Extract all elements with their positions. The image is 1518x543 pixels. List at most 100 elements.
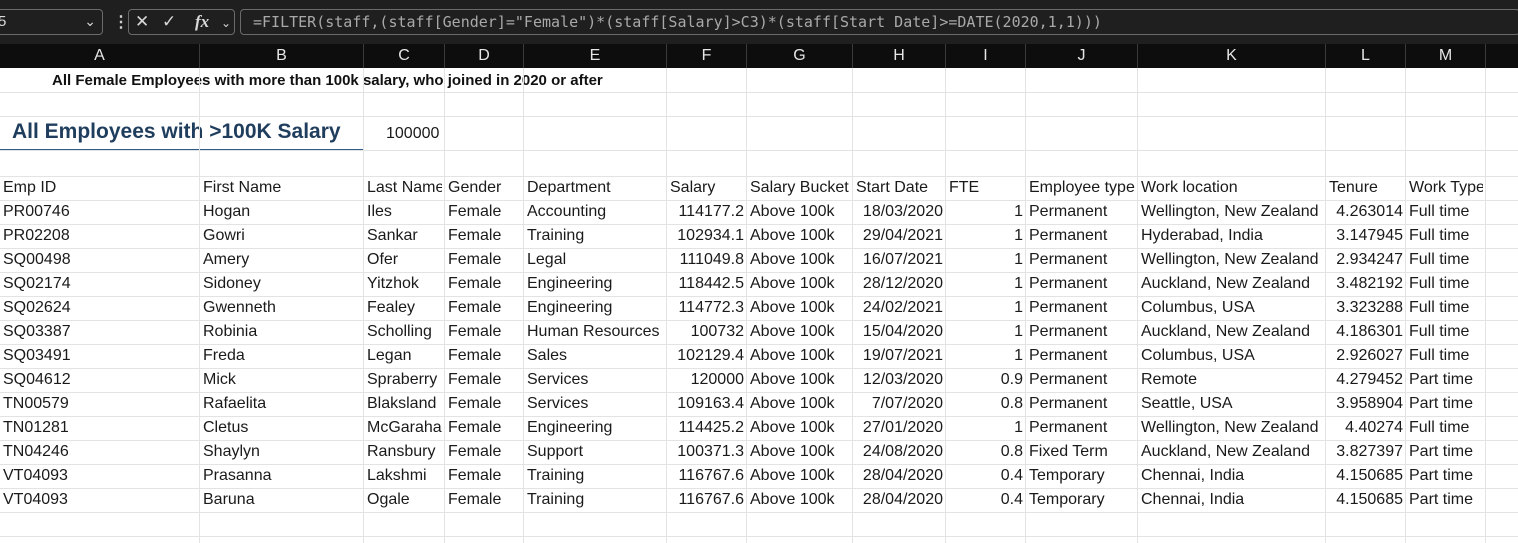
table-cell[interactable]: 1 (1014, 275, 1023, 292)
table-cell[interactable]: Engineering (527, 275, 613, 292)
table-cell[interactable]: 24/02/2021 (862, 299, 943, 316)
table-cell[interactable]: SQ02174 (3, 275, 71, 292)
table-cell[interactable]: Permanent (1029, 275, 1108, 292)
table-cell[interactable]: PR02208 (3, 227, 70, 244)
table-cell[interactable]: 3.482192 (1336, 275, 1403, 292)
table-cell[interactable]: 1 (1014, 347, 1023, 364)
header-cell[interactable]: Salary Bucket (750, 179, 849, 196)
column-header-g[interactable]: G (747, 44, 853, 68)
table-cell[interactable]: Female (448, 347, 502, 364)
table-cell[interactable]: Scholling (367, 323, 432, 340)
table-cell[interactable]: Auckland, New Zealand (1141, 323, 1310, 340)
table-cell[interactable]: Auckland, New Zealand (1141, 275, 1310, 292)
section-title[interactable]: All Employees with >100K Salary (12, 120, 341, 143)
table-cell[interactable]: Ofer (367, 251, 399, 268)
table-cell[interactable]: Permanent (1029, 371, 1108, 388)
table-cell[interactable]: Temporary (1029, 491, 1105, 508)
table-cell[interactable]: 3.323288 (1336, 299, 1403, 316)
table-cell[interactable]: SQ03491 (3, 347, 71, 364)
table-cell[interactable]: Fealey (367, 299, 416, 316)
name-box[interactable]: 5 ⌄ (0, 9, 103, 35)
table-cell[interactable]: Permanent (1029, 203, 1108, 220)
check-icon[interactable]: ✓ (162, 12, 177, 31)
table-cell[interactable]: Freda (203, 347, 245, 364)
table-cell[interactable]: Full time (1409, 251, 1470, 268)
table-cell[interactable]: Above 100k (750, 491, 835, 508)
table-cell[interactable]: Female (448, 251, 502, 268)
table-cell[interactable]: Ransbury (367, 443, 436, 460)
table-cell[interactable]: TN01281 (3, 419, 69, 436)
header-cell[interactable]: Salary (670, 179, 716, 196)
table-cell[interactable]: 118442.5 (678, 275, 744, 292)
table-cell[interactable]: Robinia (203, 323, 258, 340)
table-cell[interactable]: Permanent (1029, 395, 1108, 412)
table-cell[interactable]: Female (448, 323, 502, 340)
table-cell[interactable]: Training (527, 467, 585, 484)
table-cell[interactable]: Sankar (367, 227, 418, 244)
table-cell[interactable]: Above 100k (750, 275, 835, 292)
column-header-c[interactable]: C (364, 44, 445, 68)
threshold-cell[interactable]: 100000 (386, 125, 440, 142)
table-cell[interactable]: 100371.3 (677, 443, 744, 460)
table-cell[interactable]: Hyderabad, India (1141, 227, 1263, 244)
table-cell[interactable]: 28/04/2020 (862, 467, 943, 484)
table-cell[interactable]: Engineering (527, 419, 613, 436)
table-cell[interactable]: Female (448, 443, 502, 460)
table-cell[interactable]: TN04246 (3, 443, 69, 460)
header-cell[interactable]: Start Date (856, 179, 929, 196)
table-cell[interactable]: 4.279452 (1336, 371, 1403, 388)
table-cell[interactable]: Part time (1409, 443, 1474, 460)
table-cell[interactable]: SQ04612 (3, 371, 71, 388)
table-cell[interactable]: Chennai, India (1141, 491, 1245, 508)
column-header-d[interactable]: D (445, 44, 524, 68)
formula-input[interactable]: =FILTER(staff,(staff[Gender]="Female")*(… (240, 9, 1518, 35)
table-cell[interactable]: Female (448, 371, 502, 388)
table-cell[interactable]: Permanent (1029, 347, 1108, 364)
table-cell[interactable]: Seattle, USA (1141, 395, 1233, 412)
table-cell[interactable]: Temporary (1029, 467, 1105, 484)
table-cell[interactable]: VT04093 (3, 467, 68, 484)
table-cell[interactable]: Above 100k (750, 251, 835, 268)
table-cell[interactable]: Gowri (203, 227, 245, 244)
table-cell[interactable]: VT04093 (3, 491, 68, 508)
table-cell[interactable]: Permanent (1029, 323, 1108, 340)
table-cell[interactable]: Mick (203, 371, 236, 388)
table-cell[interactable]: Above 100k (750, 323, 835, 340)
table-cell[interactable]: 109163.4 (677, 395, 744, 412)
table-cell[interactable]: Full time (1409, 203, 1470, 220)
table-cell[interactable]: 4.186301 (1336, 323, 1403, 340)
table-cell[interactable]: Female (448, 467, 502, 484)
table-cell[interactable]: 12/03/2020 (862, 371, 943, 388)
table-cell[interactable]: Training (527, 227, 585, 244)
table-cell[interactable]: Wellington, New Zealand (1141, 251, 1319, 268)
table-cell[interactable]: 114177.2 (678, 203, 744, 220)
table-cell[interactable]: Above 100k (750, 371, 835, 388)
table-cell[interactable]: 4.150685 (1336, 491, 1403, 508)
table-cell[interactable]: Amery (203, 251, 250, 268)
table-cell[interactable]: 0.8 (1000, 443, 1023, 460)
table-cell[interactable]: 3.147945 (1336, 227, 1403, 244)
table-cell[interactable]: Above 100k (750, 299, 835, 316)
table-cell[interactable]: Columbus, USA (1141, 347, 1255, 364)
sheet-note[interactable]: All Female Employees with more than 100k… (52, 72, 603, 89)
table-cell[interactable]: Above 100k (750, 203, 835, 220)
table-cell[interactable]: 116767.6 (678, 491, 744, 508)
table-cell[interactable]: Legan (367, 347, 412, 364)
fx-chevron-icon[interactable]: ⌄ (221, 16, 232, 30)
table-cell[interactable]: 4.40274 (1345, 419, 1403, 436)
table-cell[interactable]: Legal (527, 251, 567, 268)
table-cell[interactable]: Prasanna (203, 467, 272, 484)
header-cell[interactable]: Work Type (1409, 179, 1483, 196)
table-cell[interactable]: Female (448, 299, 502, 316)
table-cell[interactable]: 0.9 (1000, 371, 1023, 388)
table-cell[interactable]: Spraberry (367, 371, 438, 388)
table-cell[interactable]: Sales (527, 347, 568, 364)
table-cell[interactable]: PR00746 (3, 203, 70, 220)
table-cell[interactable]: Columbus, USA (1141, 299, 1255, 316)
header-cell[interactable]: FTE (949, 179, 980, 196)
table-cell[interactable]: 1 (1014, 227, 1023, 244)
table-cell[interactable]: Female (448, 395, 502, 412)
table-cell[interactable]: Female (448, 227, 502, 244)
table-cell[interactable]: 100732 (690, 323, 744, 340)
table-cell[interactable]: Chennai, India (1141, 467, 1245, 484)
